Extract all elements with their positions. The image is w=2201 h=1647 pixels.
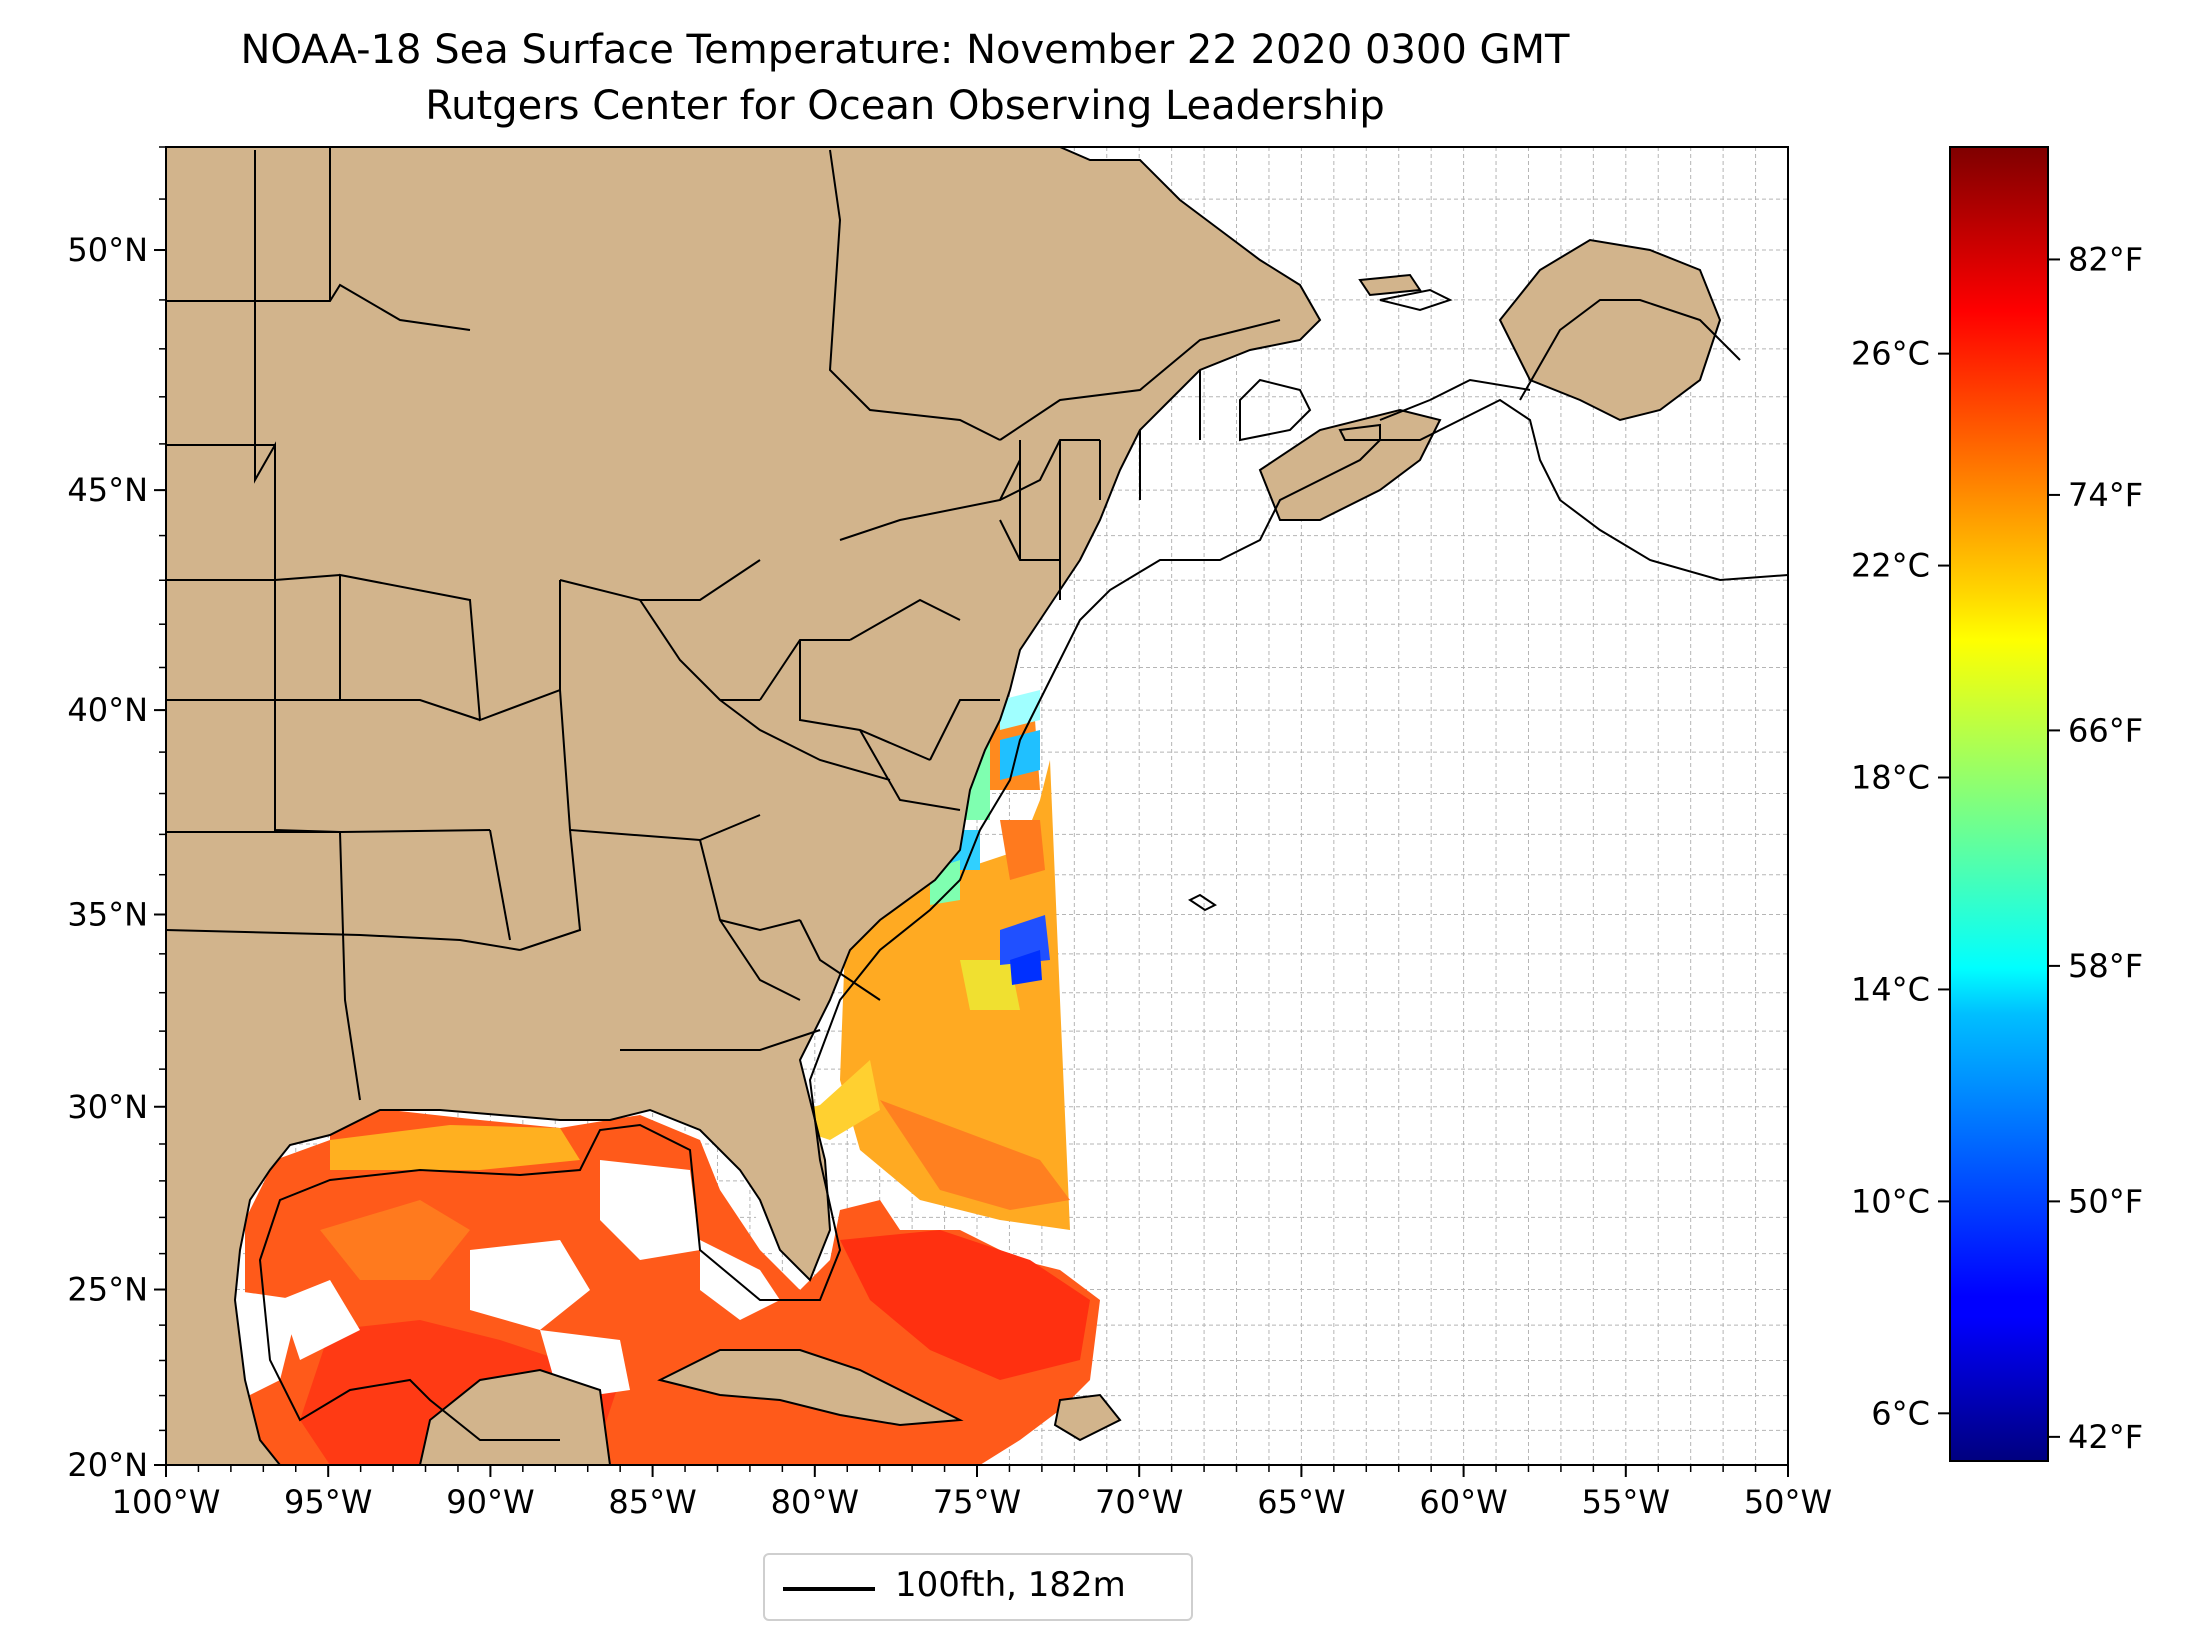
colorbar-fahrenheit-label: 50°F (2068, 1182, 2143, 1220)
y-tick-label: 35°N (67, 896, 148, 934)
x-tick-label: 80°W (771, 1483, 859, 1521)
colorbar-celsius-label: 6°C (1871, 1394, 1930, 1432)
colorbar: 6°C 10°C 14°C 18°C 22°C 26°C 42°F 50°F 58°F 66°F… (1851, 146, 2143, 1462)
colorbar-celsius-ticks: 6°C 10°C 14°C 18°C 22°C 26°C (1851, 335, 1950, 1432)
x-tick-label: 65°W (1257, 1483, 1345, 1521)
x-tick-label: 90°W (446, 1483, 534, 1521)
x-tick-label: 100°W (112, 1483, 221, 1521)
colorbar-fahrenheit-label: 58°F (2068, 947, 2143, 985)
colorbar-fahrenheit-label: 42°F (2068, 1418, 2143, 1456)
colorbar-fahrenheit-label: 66°F (2068, 711, 2143, 749)
x-tick-label: 70°W (1095, 1483, 1183, 1521)
colorbar-celsius-label: 10°C (1851, 1182, 1930, 1220)
sst-field (230, 690, 1100, 1465)
x-tick-label: 75°W (933, 1483, 1021, 1521)
colorbar-fahrenheit-label: 82°F (2068, 240, 2143, 278)
x-tick-label: 55°W (1582, 1483, 1670, 1521)
y-tick-label: 45°N (67, 471, 148, 509)
x-tick-label: 60°W (1419, 1483, 1507, 1521)
y-tick-label: 25°N (67, 1271, 148, 1309)
x-tick-label: 85°W (608, 1483, 696, 1521)
x-axis: 100°W 95°W 90°W 85°W 80°W 75°W 70°W 65°W 60°W 55°… (112, 1465, 1832, 1521)
colorbar-fahrenheit-label: 74°F (2068, 476, 2143, 514)
y-tick-label: 30°N (67, 1088, 148, 1126)
state-borders (166, 147, 1281, 1101)
colorbar-celsius-label: 14°C (1851, 970, 1930, 1008)
legend-line-swatch (783, 1587, 875, 1591)
legend-label: 100fth, 182m (895, 1565, 1126, 1605)
colorbar-celsius-label: 18°C (1851, 759, 1930, 797)
y-tick-label: 40°N (67, 691, 148, 729)
y-tick-label: 50°N (67, 231, 148, 269)
colorbar-gradient (1949, 146, 2049, 1462)
x-tick-label: 50°W (1744, 1483, 1832, 1521)
map-plot-area (166, 147, 1788, 1465)
legend: 100fth, 182m (763, 1553, 1193, 1621)
isobath-100fth (258, 288, 1788, 1441)
y-axis: 20°N 25°N 30°N 35°N 40°N 45°N 50°N (67, 231, 166, 1484)
colorbar-celsius-label: 22°C (1851, 547, 1930, 585)
chart-title: NOAA-18 Sea Surface Temperature: Novembe… (240, 27, 1570, 73)
y-tick-label: 20°N (67, 1446, 148, 1484)
colorbar-fahrenheit-ticks: 42°F 50°F 58°F 66°F 74°F 82°F (2048, 240, 2143, 1456)
chart-subtitle: Rutgers Center for Ocean Observing Leade… (425, 83, 1385, 129)
colorbar-celsius-label: 26°C (1851, 335, 1930, 373)
x-tick-label: 95°W (284, 1483, 372, 1521)
